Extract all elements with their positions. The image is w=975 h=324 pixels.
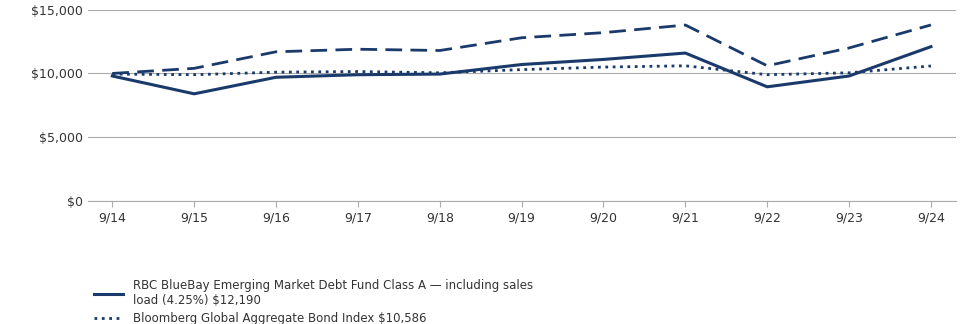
Bloomberg Global Aggregate Bond Index $10,586 [925,64,937,68]
JPMorgan EMBI Global Diversified Index $13,805 [434,49,446,52]
Bloomberg Global Aggregate Bond Index $10,586 [352,70,364,74]
RBC BlueBay Emerging Market Debt Fund Class A — including sales
load (4.25%) $12,190 [106,74,118,78]
RBC BlueBay Emerging Market Debt Fund Class A — including sales
load (4.25%) $12,190 [761,85,773,89]
JPMorgan EMBI Global Diversified Index $13,805 [843,46,855,50]
JPMorgan EMBI Global Diversified Index $13,805 [598,31,609,35]
RBC BlueBay Emerging Market Debt Fund Class A — including sales
load (4.25%) $12,190 [843,74,855,78]
RBC BlueBay Emerging Market Debt Fund Class A — including sales
load (4.25%) $12,190 [516,63,527,66]
JPMorgan EMBI Global Diversified Index $13,805 [352,47,364,51]
Legend: RBC BlueBay Emerging Market Debt Fund Class A — including sales
load (4.25%) $12: RBC BlueBay Emerging Market Debt Fund Cl… [94,279,532,324]
Bloomberg Global Aggregate Bond Index $10,586 [270,70,282,74]
JPMorgan EMBI Global Diversified Index $13,805 [761,64,773,68]
Bloomberg Global Aggregate Bond Index $10,586 [761,73,773,77]
RBC BlueBay Emerging Market Debt Fund Class A — including sales
load (4.25%) $12,190 [925,45,937,49]
Bloomberg Global Aggregate Bond Index $10,586 [680,64,691,68]
RBC BlueBay Emerging Market Debt Fund Class A — including sales
load (4.25%) $12,190 [352,73,364,77]
JPMorgan EMBI Global Diversified Index $13,805 [925,23,937,27]
RBC BlueBay Emerging Market Debt Fund Class A — including sales
load (4.25%) $12,190 [270,75,282,79]
Bloomberg Global Aggregate Bond Index $10,586 [188,73,200,77]
Line: Bloomberg Global Aggregate Bond Index $10,586: Bloomberg Global Aggregate Bond Index $1… [112,66,931,75]
RBC BlueBay Emerging Market Debt Fund Class A — including sales
load (4.25%) $12,190 [598,57,609,61]
RBC BlueBay Emerging Market Debt Fund Class A — including sales
load (4.25%) $12,190 [680,51,691,55]
RBC BlueBay Emerging Market Debt Fund Class A — including sales
load (4.25%) $12,190 [434,72,446,76]
JPMorgan EMBI Global Diversified Index $13,805 [188,66,200,70]
Bloomberg Global Aggregate Bond Index $10,586 [598,65,609,69]
JPMorgan EMBI Global Diversified Index $13,805 [106,72,118,75]
JPMorgan EMBI Global Diversified Index $13,805 [270,50,282,54]
Bloomberg Global Aggregate Bond Index $10,586 [106,72,118,76]
JPMorgan EMBI Global Diversified Index $13,805 [516,36,527,40]
Bloomberg Global Aggregate Bond Index $10,586 [434,71,446,75]
Bloomberg Global Aggregate Bond Index $10,586 [516,68,527,72]
Bloomberg Global Aggregate Bond Index $10,586 [843,71,855,75]
RBC BlueBay Emerging Market Debt Fund Class A — including sales
load (4.25%) $12,190 [188,92,200,96]
Line: JPMorgan EMBI Global Diversified Index $13,805: JPMorgan EMBI Global Diversified Index $… [112,25,931,74]
JPMorgan EMBI Global Diversified Index $13,805 [680,23,691,27]
Line: RBC BlueBay Emerging Market Debt Fund Class A — including sales
load (4.25%) $12,190: RBC BlueBay Emerging Market Debt Fund Cl… [112,47,931,94]
